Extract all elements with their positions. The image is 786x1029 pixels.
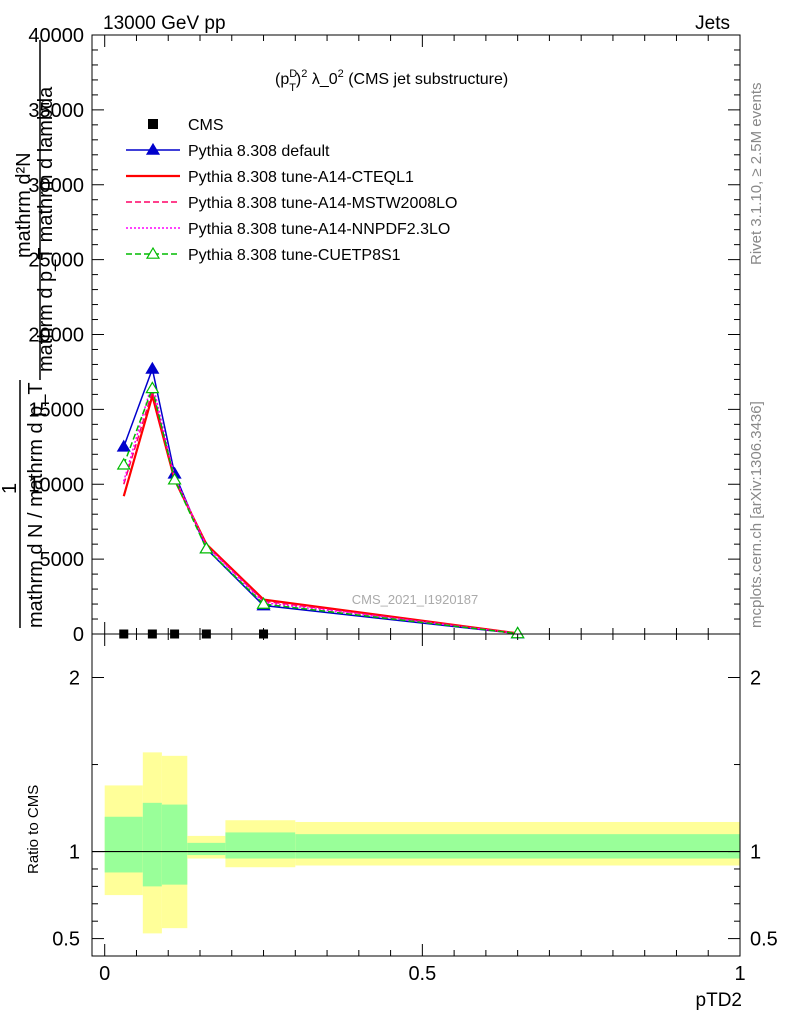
ratio-band-inner — [187, 842, 226, 856]
y-tick-label: 15000 — [28, 399, 84, 421]
y-tick-label: 35000 — [28, 100, 84, 122]
legend-swatch — [148, 119, 158, 129]
ratio-y-tick-label-right: 0.5 — [750, 929, 778, 951]
header-right: Jets — [695, 13, 730, 34]
ratio-y-tick-label: 2 — [69, 668, 80, 690]
ratio-band-inner — [142, 802, 162, 887]
series-line — [123, 385, 518, 635]
series-marker — [167, 472, 182, 485]
series-line — [122, 391, 518, 635]
ratio-y-tick-label: 0.5 — [52, 929, 80, 951]
legend-label: Pythia 8.308 tune-A14-NNPDF2.3LO — [188, 221, 450, 238]
ratio-y-tick-label-right: 2 — [750, 668, 761, 690]
header-left: 13000 GeV pp — [103, 13, 226, 34]
legend-item: CMS — [148, 117, 224, 134]
series-line — [123, 379, 518, 635]
ratio-band-inner — [295, 834, 740, 859]
y-axis-label: mathrm d²N mathrm d p_T mathrm d lambda … — [0, 40, 57, 628]
y-tick-label: 40000 — [28, 25, 84, 47]
legend-label: CMS — [188, 117, 224, 134]
series-marker — [116, 457, 131, 470]
y-tick-label: 5000 — [40, 549, 85, 571]
x-tick-label: 0.5 — [408, 963, 436, 985]
series-3 — [123, 388, 518, 635]
y-tick-label: 0 — [73, 624, 84, 646]
y-label-denominator: mathrm d N / mathrm d p_T — [25, 382, 47, 628]
legend-marker — [145, 142, 161, 155]
series-marker — [256, 596, 271, 609]
legend-item: Pythia 8.308 tune-A14-NNPDF2.3LO — [126, 221, 450, 238]
ratio-y-tick-label-right: 1 — [750, 842, 761, 864]
y-label-numerator: mathrm d²N — [13, 152, 35, 258]
y-label-one: 1 — [0, 483, 21, 494]
side-label-bottom: mcplots.cern.ch [arXiv:1306.3436] — [748, 401, 765, 628]
series-2 — [122, 391, 518, 635]
x-axis-label: pTD2 — [696, 990, 742, 1011]
legend-label: Pythia 8.308 tune-CUETP8S1 — [188, 247, 401, 264]
series-marker — [145, 361, 160, 374]
ratio-plot: 0.5 0.51 12 20 0.5 1 Ratio to CMS pTD2 — [25, 633, 778, 1011]
x-tick-label: 1 — [734, 963, 745, 985]
y-tick-label: 30000 — [28, 175, 84, 197]
ratio-y-label: Ratio to CMS — [25, 785, 42, 874]
ratio-plot-frame — [91, 633, 741, 957]
ratio-axis-ticks: 0.5 0.51 12 20 0.5 1 — [52, 634, 778, 985]
main-plot: 0 5000 10000 15000 20000 25000 30000 35000 40000… — [0, 25, 741, 646]
x-tick-label: 0 — [99, 963, 110, 985]
series-marker — [145, 381, 160, 394]
ratio-band-inner — [161, 804, 188, 885]
legend-item: Pythia 8.308 tune-A14-MSTW2008LO — [126, 195, 457, 212]
ratio-y-tick-label: 1 — [69, 842, 80, 864]
side-label-top: Rivet 3.1.10, ≥ 2.5M events — [748, 83, 765, 266]
ratio-band-inner — [104, 816, 143, 873]
y-tick-label: 25000 — [28, 250, 84, 272]
legend-item: Pythia 8.308 default — [126, 142, 330, 160]
ratio-band-inner — [225, 832, 296, 859]
legend: CMS Pythia 8.308 default Pythia 8.308 tune… — [126, 117, 457, 264]
legend-item: Pythia 8.308 tune-A14-CTEQL1 — [126, 169, 414, 186]
series-4 — [123, 379, 518, 635]
watermark: CMS_2021_I1920187 — [352, 592, 479, 607]
ratio-bands — [92, 752, 740, 934]
legend-label: Pythia 8.308 default — [188, 143, 330, 160]
plot-title: (pD T)2 λ_02 (CMS jet substructure) — [275, 68, 508, 94]
y-tick-label: 10000 — [28, 474, 84, 496]
series-5 — [116, 381, 525, 639]
series-marker — [116, 439, 131, 452]
legend-marker — [145, 246, 161, 259]
series-marker — [199, 541, 214, 554]
y-tick-label: 20000 — [28, 325, 84, 347]
legend-label: Pythia 8.308 tune-A14-MSTW2008LO — [188, 195, 457, 212]
y-label-numerator-den: mathrm d p_T mathrm d lambda — [35, 86, 57, 372]
legend-item: Pythia 8.308 tune-CUETP8S1 — [126, 246, 401, 264]
main-axis-ticks: 0 5000 10000 15000 20000 25000 30000 35000 40000 — [28, 25, 741, 646]
legend-label: Pythia 8.308 tune-A14-CTEQL1 — [188, 169, 414, 186]
series-line — [123, 388, 518, 635]
